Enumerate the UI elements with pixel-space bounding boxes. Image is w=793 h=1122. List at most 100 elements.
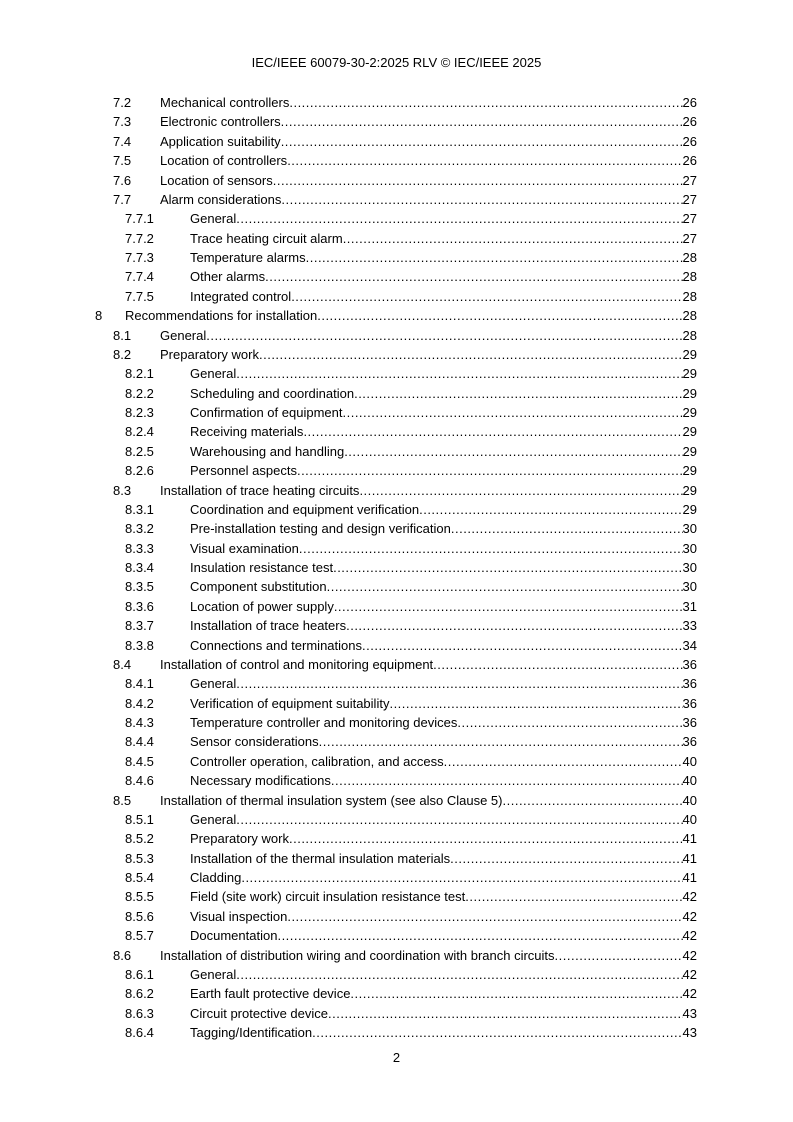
toc-entry[interactable]: 8.3.1 Coordination and equipment verifica… (0, 500, 793, 519)
toc-entry-number: 8.5.6 (125, 908, 154, 924)
toc-entry-page: 42 (682, 986, 697, 1002)
toc-entry[interactable]: 8.4 Installation of control and monitorin… (0, 655, 793, 674)
toc-entry-title: Visual inspection (190, 908, 288, 924)
toc-entry-title: General (190, 366, 237, 382)
toc-entry-line: General 27 (190, 209, 697, 228)
toc-entry-page: 40 (682, 773, 697, 789)
dot-leader (273, 171, 683, 190)
toc-entry[interactable]: 8.6.2 Earth fault protective device 42 (0, 984, 793, 1003)
toc-entry[interactable]: 8.3.7 Installation of trace heaters 33 (0, 616, 793, 635)
toc-entry[interactable]: 8.4.3 Temperature controller and monitori… (0, 713, 793, 732)
toc-entry[interactable]: 8.2.6 Personnel aspects 29 (0, 461, 793, 480)
toc-entry-page: 34 (682, 637, 697, 653)
toc-entry-line: Necessary modifications 40 (190, 771, 697, 790)
toc-entry[interactable]: 8.2.4 Receiving materials 29 (0, 422, 793, 441)
toc-entry-page: 26 (682, 153, 697, 169)
toc-entry[interactable]: 7.6 Location of sensors 27 (0, 171, 793, 190)
toc-entry-line: Location of sensors 27 (160, 171, 697, 190)
toc-entry[interactable]: 7.7 Alarm considerations 27 (0, 190, 793, 209)
toc-entry-title: Alarm considerations (160, 191, 282, 207)
toc-entry[interactable]: 8.5.7 Documentation 42 (0, 926, 793, 945)
toc-entry-title: General (190, 966, 237, 982)
dot-leader (419, 500, 682, 519)
toc-entry[interactable]: 8.3.5 Component substitution 30 (0, 577, 793, 596)
toc-entry-page: 36 (682, 715, 697, 730)
toc-entry[interactable]: 8.6.1 General 42 (0, 965, 793, 984)
toc-entry-line: Warehousing and handling 29 (190, 442, 697, 461)
toc-entry-line: Personnel aspects 29 (190, 461, 697, 480)
toc-entry-line: Location of power supply 31 (190, 597, 697, 616)
toc-entry[interactable]: 7.7.4 Other alarms 28 (0, 267, 793, 286)
dot-leader (343, 229, 683, 248)
toc-entry-page: 43 (682, 1025, 697, 1040)
dot-leader (331, 771, 683, 790)
toc-entry[interactable]: 8.4.2 Verification of equipment suitabili… (0, 694, 793, 713)
toc-entry[interactable]: 7.7.2 Trace heating circuit alarm 27 (0, 229, 793, 248)
toc-entry-title: Confirmation of equipment (190, 405, 343, 420)
toc-entry-page: 40 (682, 792, 697, 808)
dot-leader (465, 887, 682, 906)
toc-entry[interactable]: 8.3.2 Pre-installation testing and design… (0, 519, 793, 538)
toc-entry[interactable]: 8.5.5 Field (site work) circuit insulatio… (0, 887, 793, 906)
dot-leader (303, 422, 682, 441)
toc-entry[interactable]: 8.5.1 General 40 (0, 810, 793, 829)
toc-entry[interactable]: 8.2.2 Scheduling and coordination 29 (0, 384, 793, 403)
toc-entry[interactable]: 8.2.3 Confirmation of equipment 29 (0, 403, 793, 422)
toc-entry[interactable]: 7.7.5 Integrated control 28 (0, 287, 793, 306)
toc-entry-number: 8.2.4 (125, 424, 154, 440)
toc-entry[interactable]: 7.7.3 Temperature alarms 28 (0, 248, 793, 267)
toc-entry[interactable]: 8.3.3 Visual examination 30 (0, 539, 793, 558)
dot-leader (334, 597, 683, 616)
toc-entry-number: 8.4.5 (125, 753, 154, 769)
toc-entry-line: General 40 (190, 810, 697, 829)
toc-entry-title: Connections and terminations (190, 637, 362, 653)
toc-entry[interactable]: 8.4.6 Necessary modifications 40 (0, 771, 793, 790)
toc-entry[interactable]: 8.5.6 Visual inspection 42 (0, 907, 793, 926)
toc-entry[interactable]: 8.4.1 General 36 (0, 674, 793, 693)
toc-entry[interactable]: 8.3.8 Connections and terminations 34 (0, 636, 793, 655)
toc-entry[interactable]: 8.5.3 Installation of the thermal insulat… (0, 849, 793, 868)
toc-entry[interactable]: 8.2 Preparatory work 29 (0, 345, 793, 364)
toc-entry[interactable]: 8.6.3 Circuit protective device 43 (0, 1004, 793, 1023)
toc-entry[interactable]: 8.5 Installation of thermal insulation sy… (0, 791, 793, 810)
toc-entry[interactable]: 8.4.5 Controller operation, calibration, … (0, 752, 793, 771)
toc-entry-page: 43 (682, 1005, 697, 1021)
toc-entry-number: 8.3.7 (125, 618, 154, 634)
toc-entry-line: Location of controllers 26 (160, 151, 697, 170)
toc-entry-line: Preparatory work 41 (190, 829, 697, 848)
toc-entry-title: Preparatory work (160, 346, 259, 362)
toc-entry[interactable]: 7.5 Location of controllers 26 (0, 151, 793, 170)
dot-leader (319, 732, 683, 751)
toc-entry[interactable]: 8 Recommendations for installation 28 (0, 306, 793, 325)
toc-entry[interactable]: 8.6.4 Tagging/Identification 43 (0, 1023, 793, 1042)
toc-entry-title: Pre-installation testing and design veri… (190, 521, 451, 537)
toc-entry-title: Installation of trace heaters (190, 618, 347, 634)
toc-entry-title: Temperature controller and monitoring de… (190, 715, 458, 730)
toc-entry[interactable]: 7.7.1 General 27 (0, 209, 793, 228)
dot-leader (281, 132, 683, 151)
toc-entry-line: Coordination and equipment verification 2… (190, 500, 697, 519)
toc-entry[interactable]: 8.4.4 Sensor considerations 36 (0, 732, 793, 751)
toc-entry-line: Component substitution 30 (190, 577, 697, 596)
toc-entry[interactable]: 8.3 Installation of trace heating circuit… (0, 481, 793, 500)
toc-entry-line: Temperature controller and monitoring de… (190, 713, 697, 732)
toc-entry-title: Personnel aspects (190, 463, 297, 479)
toc-entry-page: 29 (682, 463, 697, 479)
dot-leader (342, 403, 682, 422)
toc-entry[interactable]: 7.4 Application suitability 26 (0, 132, 793, 151)
toc-entry[interactable]: 7.2 Mechanical controllers 26 (0, 93, 793, 112)
toc-entry[interactable]: 8.6 Installation of distribution wiring a… (0, 946, 793, 965)
toc-entry[interactable]: 8.2.5 Warehousing and handling 29 (0, 442, 793, 461)
toc-entry-number: 7.6 (113, 172, 132, 188)
toc-entry-page: 40 (682, 811, 697, 827)
dot-leader (327, 577, 683, 596)
toc-entry[interactable]: 8.3.4 Insulation resistance test 30 (0, 558, 793, 577)
toc-entry[interactable]: 8.5.4 Cladding 41 (0, 868, 793, 887)
toc-entry[interactable]: 8.5.2 Preparatory work 41 (0, 829, 793, 848)
toc-entry[interactable]: 8.2.1 General 29 (0, 364, 793, 383)
toc-entry[interactable]: 8.3.6 Location of power supply 31 (0, 597, 793, 616)
toc-entry[interactable]: 8.1 General 28 (0, 326, 793, 345)
toc-entry-page: 30 (682, 560, 697, 575)
dot-leader (265, 267, 682, 286)
toc-entry[interactable]: 7.3 Electronic controllers 26 (0, 112, 793, 131)
